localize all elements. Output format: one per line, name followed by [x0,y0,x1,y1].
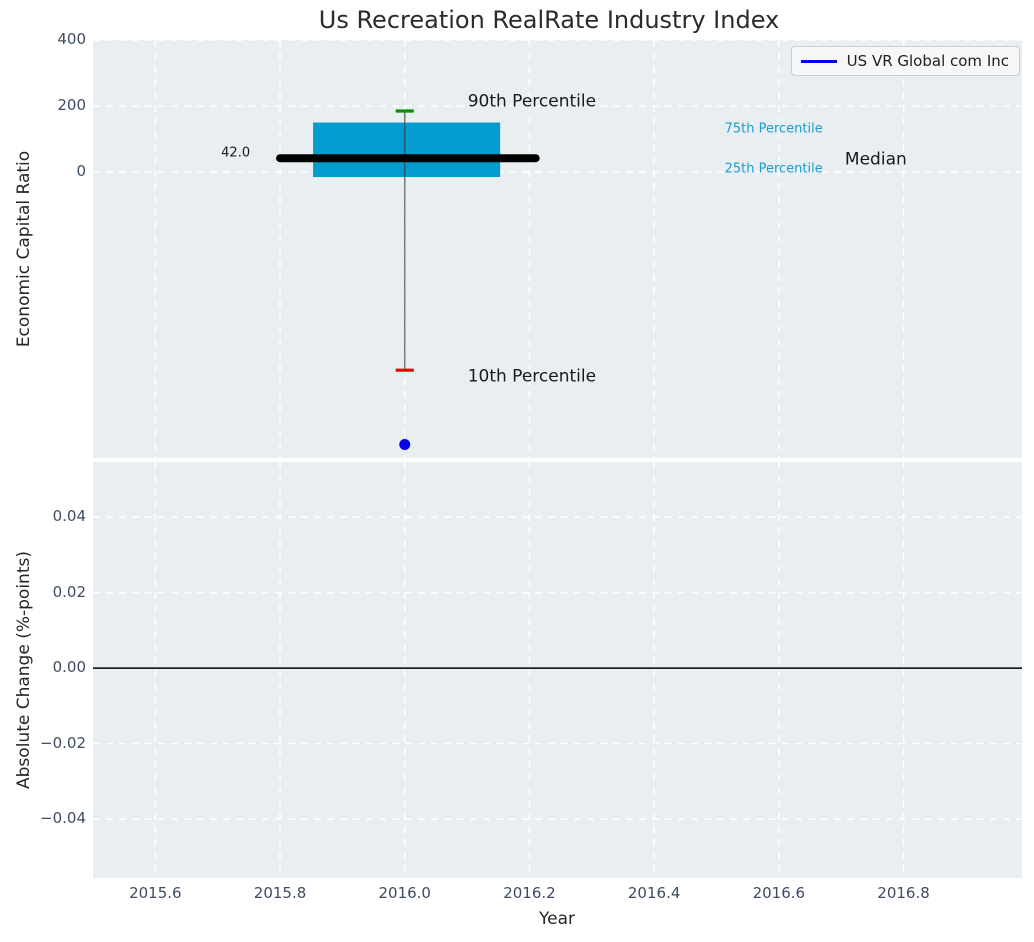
bottom-y-tick-label: 0.02 [52,582,86,601]
annotation-42-0: 42.0 [221,145,251,161]
x-tick-label: 2016.2 [503,884,556,902]
bottom-y-tick-label: −0.04 [40,809,86,828]
chart-title: Us Recreation RealRate Industry Index [318,6,780,34]
annotation-90th-percentile: 90th Percentile [467,91,597,112]
legend-label: US VR Global com Inc [846,52,1009,70]
x-tick-label: 2016.6 [752,884,806,902]
industry-box-iqr [313,122,501,178]
x-tick-label: 2015.6 [129,884,182,902]
legend-line-swatch [800,59,837,63]
legend: US VR Global com Inc [790,46,1020,76]
top-y-tick-label: 0 [76,162,86,181]
annotation-75th-percentile: 75th Percentile [724,121,823,137]
bottom-plot-canvas [93,462,1022,878]
annotation-median: Median [844,149,907,170]
x-tick-label: 2016.0 [378,884,431,902]
top-plot-area: US VR Global com Inc 42.0 90th Percentile… [93,40,1022,458]
annotation-10th-percentile: 10th Percentile [467,366,597,387]
x-axis-label: Year [539,909,575,929]
top-y-tick-label: 200 [57,96,86,115]
annotation-25th-percentile: 25th Percentile [724,161,823,177]
x-tick-label: 2016.4 [627,884,681,902]
bottom-plot-area [93,462,1022,878]
bottom-y-tick-label: 0.04 [52,507,86,526]
top-y-axis-label: Economic Capital Ratio [14,150,34,348]
bottom-y-tick-label: −0.02 [40,733,86,752]
x-tick-label: 2015.8 [253,884,307,902]
bottom-y-tick-label: 0.00 [52,658,86,677]
x-tick-label: 2016.8 [877,884,930,902]
company-point [399,438,411,450]
top-plot-canvas [93,40,1022,458]
top-y-tick-label: 400 [57,30,86,48]
